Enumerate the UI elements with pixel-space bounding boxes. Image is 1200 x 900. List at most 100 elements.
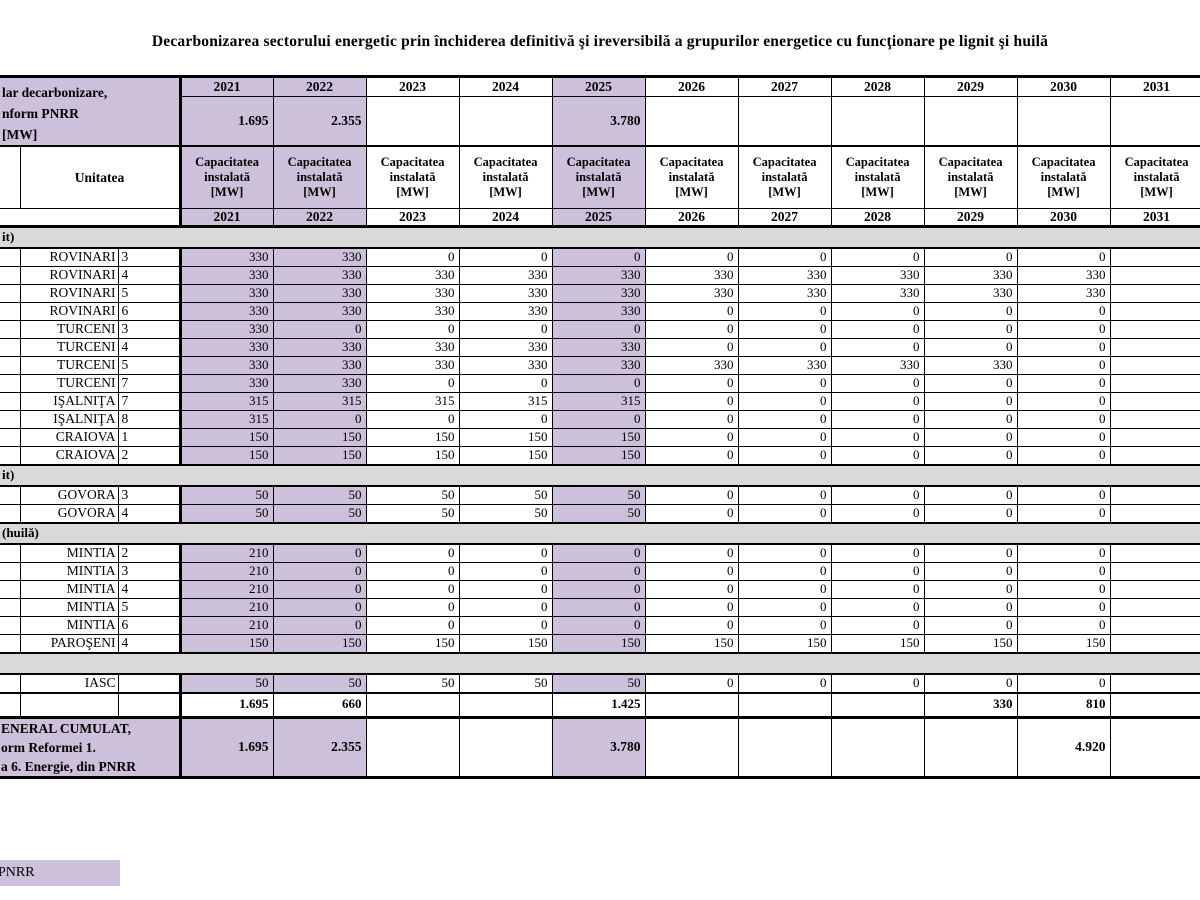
general-value-2021: 1.695 (179, 715, 274, 779)
value-cell-2021: 50 (179, 673, 274, 694)
year-header-2026: 2026 (644, 75, 739, 97)
capacity-header-line: Capacitatea (752, 155, 817, 169)
capacity-header-line: Capacitatea (473, 155, 538, 169)
value-cell-2021: 210 (179, 597, 274, 617)
value-cell-2023: 330 (365, 283, 460, 303)
value-cell-2029: 0 (923, 409, 1018, 429)
value-cell-2027: 0 (737, 615, 832, 635)
capacity-header-2030: Capacitatea instalată [MW] (1016, 145, 1111, 209)
unit-number-cell: 4 (117, 503, 182, 524)
value-cell-2025: 0 (551, 543, 646, 563)
year-header-2023: 2023 (365, 75, 460, 97)
value-cell-2026: 0 (644, 579, 739, 599)
general-value-2027 (737, 715, 832, 779)
unit-number-cell: 6 (117, 615, 182, 635)
value-cell-2028: 0 (830, 337, 925, 357)
general-value-2023 (365, 715, 460, 779)
total-value-2028 (830, 691, 925, 718)
unit-row-craiova-1: CRAIOVA 1 150 150 150 150 150 0 0 0 0 0 (0, 427, 1200, 447)
value-cell-2028: 330 (830, 283, 925, 303)
unit-row-turceni-4: TURCENI 4 330 330 330 330 330 0 0 0 0 0 (0, 337, 1200, 357)
value-cell-2027: 0 (737, 561, 832, 581)
value-cell-2022: 330 (272, 265, 367, 285)
value-cell-2025: 50 (551, 673, 646, 694)
value-cell-2022: 0 (272, 615, 367, 635)
section-band-label: it) (0, 225, 1200, 249)
unit-number-cell: 2 (117, 543, 182, 563)
plant-name-cell: ROVINARI (19, 265, 119, 285)
value-cell-2021: 330 (179, 355, 274, 375)
value-cell-2027: 0 (737, 373, 832, 393)
value-cell-2027: 330 (737, 283, 832, 303)
value-cell-2028: 0 (830, 561, 925, 581)
value-cell-2023: 0 (365, 247, 460, 267)
value-cell-2027: 0 (737, 485, 832, 505)
capacity-header-2023: Capacitatea instalată [MW] (365, 145, 460, 209)
value-cell-2024: 50 (458, 503, 553, 524)
capacity-header-row: Unitatea Capacitatea instalată [MW] Capacita… (0, 145, 1200, 209)
plant-name-cell: ROVINARI (19, 283, 119, 303)
capacity-header-2021: Capacitatea instalată [MW] (179, 145, 274, 209)
row-index-cell (0, 579, 21, 599)
value-cell-2023: 0 (365, 319, 460, 339)
pnrr-target-2021: 1.695 (179, 95, 274, 147)
value-cell-2028: 0 (830, 445, 925, 466)
row-index-cell (0, 543, 21, 563)
value-cell-2028: 0 (830, 301, 925, 321)
pnrr-legend-label: PNRR (0, 865, 35, 880)
value-cell-2030: 0 (1016, 561, 1111, 581)
pnrr-target-2025: 3.780 (551, 95, 646, 147)
general-value-2022: 2.355 (272, 715, 367, 779)
value-cell-2021: 210 (179, 543, 274, 563)
value-cell-2024: 0 (458, 615, 553, 635)
plant-name-cell: TURCENI (19, 337, 119, 357)
value-cell-2022: 330 (272, 247, 367, 267)
value-cell-2022: 150 (272, 427, 367, 447)
value-cell-2029: 0 (923, 561, 1018, 581)
value-cell-2026: 0 (644, 391, 739, 411)
general-cumulative-row: ENERAL CUMULAT, orm Reformei 1. a 6. Energ… (0, 715, 1200, 779)
value-cell-2022: 0 (272, 561, 367, 581)
value-cell-2028: 0 (830, 673, 925, 694)
unit-row-turceni-7: TURCENI 7 330 330 0 0 0 0 0 0 0 0 (0, 373, 1200, 393)
capacity-header-2031: Capacitatea instalată [MW] (1109, 145, 1200, 209)
capacity-header-2026: Capacitatea instalată [MW] (644, 145, 739, 209)
value-cell-2027: 0 (737, 503, 832, 524)
capacity-header-2028: Capacitatea instalată [MW] (830, 145, 925, 209)
value-cell-2025: 0 (551, 319, 646, 339)
value-cell-2025: 0 (551, 409, 646, 429)
value-cell-2031 (1109, 673, 1200, 694)
value-cell-2024: 0 (458, 543, 553, 563)
value-cell-2030: 330 (1016, 265, 1111, 285)
value-cell-2031 (1109, 597, 1200, 617)
year-header-2029: 2029 (923, 75, 1018, 97)
plant-name-cell: GOVORA (19, 503, 119, 524)
value-cell-2030: 0 (1016, 427, 1111, 447)
unit-number-cell: 4 (117, 337, 182, 357)
value-cell-2029: 150 (923, 633, 1018, 654)
value-cell-2027: 0 (737, 301, 832, 321)
value-cell-2030: 0 (1016, 337, 1111, 357)
value-cell-2022: 315 (272, 391, 367, 411)
year-subheader-2021: 2021 (179, 208, 274, 228)
year-header-2024: 2024 (458, 75, 553, 97)
value-cell-2026: 0 (644, 337, 739, 357)
value-cell-2025: 50 (551, 503, 646, 524)
unit-number-cell: 4 (117, 265, 182, 285)
section-band-row-2: (huilă) (0, 521, 1200, 545)
row-index-cell (0, 247, 21, 267)
pnrr-target-2024 (458, 95, 553, 147)
value-cell-2025: 330 (551, 265, 646, 285)
year-header-2028: 2028 (830, 75, 925, 97)
value-cell-2024: 330 (458, 355, 553, 375)
plant-name-cell: ROVINARI (19, 301, 119, 321)
value-cell-2027: 0 (737, 427, 832, 447)
year-header-2025: 2025 (551, 75, 646, 97)
unit-number-cell: 3 (117, 561, 182, 581)
value-cell-2028: 0 (830, 391, 925, 411)
value-cell-2021: 50 (179, 503, 274, 524)
section-band-label (0, 651, 1200, 675)
capacity-header-line: [MW] (303, 185, 336, 199)
value-cell-2024: 330 (458, 265, 553, 285)
value-cell-2022: 0 (272, 409, 367, 429)
